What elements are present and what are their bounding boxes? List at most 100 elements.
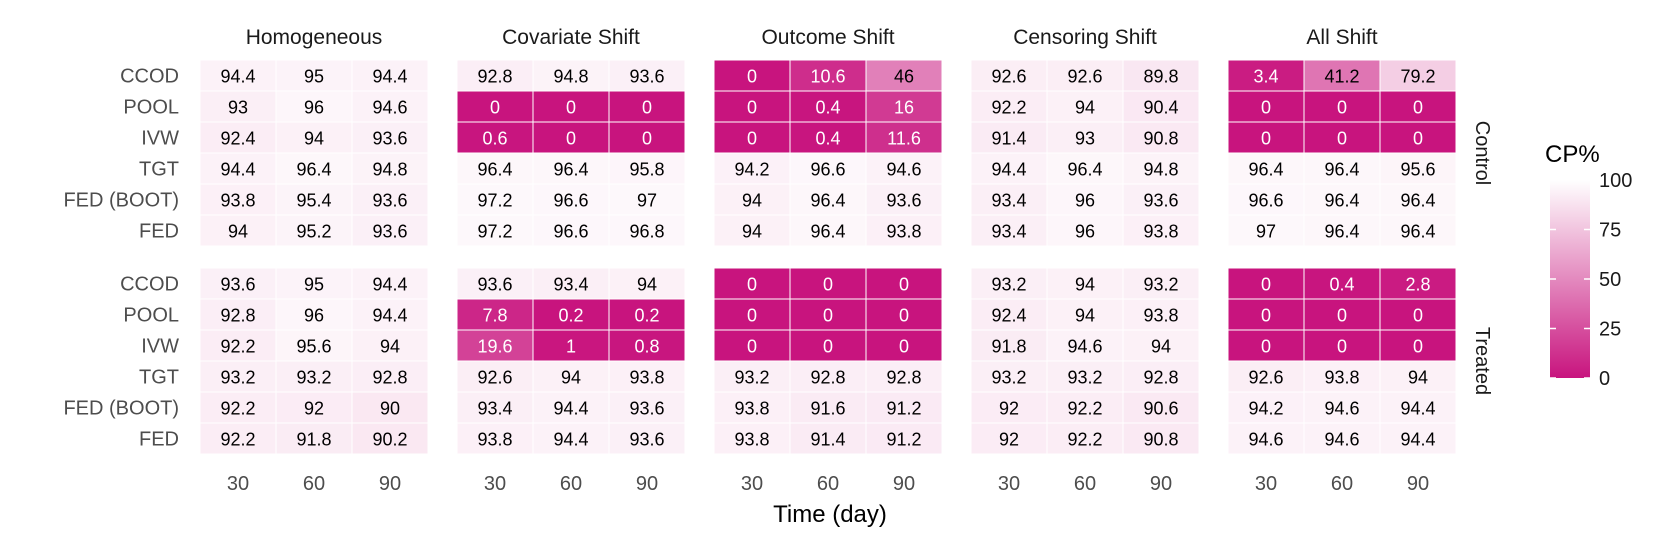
cell-control-covariate-shift-pool-90-label: 0 — [642, 98, 652, 118]
cell-control-covariate-shift-ivw-30-label: 0.6 — [482, 129, 507, 149]
cell-control-covariate-shift-fed-90 — [608, 214, 686, 247]
cell-treated-outcome-shift-ivw-60 — [789, 329, 867, 362]
cell-treated-covariate-shift-fed-60-label: 94.4 — [553, 430, 588, 450]
cell-control-covariate-shift-pool-30-label: 0 — [490, 98, 500, 118]
cell-control-all-shift-tgt-30-label: 96.4 — [1248, 160, 1283, 180]
cell-treated-all-shift-ivw-60-label: 0 — [1337, 337, 1347, 357]
cell-treated-homogeneous-tgt-90 — [351, 360, 429, 393]
cell-treated-outcome-shift-fed-90 — [865, 422, 943, 455]
cell-control-covariate-shift-fed-30 — [456, 214, 534, 247]
x-tick-covariate-shift-30: 30 — [484, 473, 506, 495]
cell-treated-censoring-shift-fed-90-label: 90.8 — [1143, 430, 1178, 450]
cell-control-all-shift-fed-boot-30 — [1227, 183, 1305, 216]
cell-control-homogeneous-fed-boot-90-label: 93.6 — [372, 191, 407, 211]
cell-control-censoring-shift-fed-30 — [970, 214, 1048, 247]
cell-treated-covariate-shift-fed-90 — [608, 422, 686, 455]
cell-control-homogeneous-ivw-30-label: 92.4 — [220, 129, 255, 149]
cell-treated-all-shift-fed-90 — [1379, 422, 1457, 455]
row-label-treated-tgt: TGT — [139, 367, 179, 389]
cell-control-homogeneous-ccod-60-label: 95 — [304, 67, 324, 87]
cell-treated-censoring-shift-ivw-90-label: 94 — [1151, 337, 1171, 357]
cell-control-covariate-shift-tgt-90-label: 95.8 — [629, 160, 664, 180]
cell-treated-outcome-shift-tgt-90 — [865, 360, 943, 393]
cell-control-homogeneous-fed-90 — [351, 214, 429, 247]
panel-titles: Homogeneous Covariate Shift Outcome Shift C… — [246, 26, 1378, 49]
cell-treated-all-shift-ivw-30-label: 0 — [1261, 337, 1271, 357]
legend-tick-label-100: 100 — [1599, 170, 1632, 192]
cell-control-all-shift-ivw-30 — [1227, 121, 1305, 154]
cell-treated-homogeneous-ivw-60-label: 95.6 — [296, 337, 331, 357]
x-axis-title: Time (day) — [773, 501, 887, 528]
cell-control-covariate-shift-fed-boot-60-label: 96.6 — [553, 191, 588, 211]
cell-treated-homogeneous-ccod-30-label: 93.6 — [220, 275, 255, 295]
cell-control-outcome-shift-fed-boot-30 — [713, 183, 791, 216]
cell-treated-outcome-shift-ccod-90-label: 0 — [899, 275, 909, 295]
cell-control-outcome-shift-ivw-90 — [865, 121, 943, 154]
cell-control-censoring-shift-fed-30-label: 93.4 — [991, 222, 1026, 242]
cell-control-censoring-shift-ccod-30 — [970, 59, 1048, 92]
row-label-treated-fed: FED — [139, 429, 179, 451]
cell-control-all-shift-fed-60-label: 96.4 — [1324, 222, 1359, 242]
cell-treated-outcome-shift-pool-90 — [865, 298, 943, 331]
cell-treated-covariate-shift-fed-boot-30 — [456, 391, 534, 424]
cell-control-all-shift-ivw-60-label: 0 — [1337, 129, 1347, 149]
cell-treated-censoring-shift-fed-30-label: 92 — [999, 430, 1019, 450]
cell-treated-outcome-shift-fed-30-label: 93.8 — [734, 430, 769, 450]
x-tick-outcome-shift-90: 90 — [893, 473, 915, 495]
cell-treated-censoring-shift-ivw-60 — [1046, 329, 1124, 362]
cell-treated-outcome-shift-ivw-90-label: 0 — [899, 337, 909, 357]
cell-control-censoring-shift-ivw-30 — [970, 121, 1048, 154]
cell-treated-all-shift-fed-90-label: 94.4 — [1400, 430, 1435, 450]
cell-treated-all-shift-pool-90 — [1379, 298, 1457, 331]
cell-control-homogeneous-ccod-30-label: 94.4 — [220, 67, 255, 87]
cell-treated-censoring-shift-fed-boot-60-label: 92.2 — [1067, 399, 1102, 419]
cell-treated-all-shift-tgt-60-label: 93.8 — [1324, 368, 1359, 388]
cell-treated-covariate-shift-ccod-60 — [532, 267, 610, 300]
cell-treated-homogeneous-fed-30-label: 92.2 — [220, 430, 255, 450]
strip-label-treated: Treated — [1471, 327, 1493, 395]
cell-control-all-shift-ccod-90-label: 79.2 — [1400, 67, 1435, 87]
cell-treated-all-shift-fed-60 — [1303, 422, 1381, 455]
legend-title: CP% — [1545, 141, 1600, 168]
cell-treated-all-shift-ccod-90 — [1379, 267, 1457, 300]
cell-control-homogeneous-pool-60-label: 96 — [304, 98, 324, 118]
cell-control-covariate-shift-ccod-30-label: 92.8 — [477, 67, 512, 87]
panel-title-homogeneous: Homogeneous — [246, 26, 383, 49]
row-label-control-tgt: TGT — [139, 159, 179, 181]
cell-control-all-shift-ccod-90 — [1379, 59, 1457, 92]
cell-treated-censoring-shift-fed-boot-90-label: 90.6 — [1143, 399, 1178, 419]
cell-treated-homogeneous-ivw-90 — [351, 329, 429, 362]
cell-treated-all-shift-pool-30-label: 0 — [1261, 306, 1271, 326]
cell-control-covariate-shift-pool-30 — [456, 90, 534, 123]
cell-control-covariate-shift-ccod-90 — [608, 59, 686, 92]
row-label-control-ivw: IVW — [141, 128, 179, 150]
cell-control-outcome-shift-fed-30-label: 94 — [742, 222, 762, 242]
cell-treated-all-shift-tgt-60 — [1303, 360, 1381, 393]
cell-treated-homogeneous-fed-60-label: 91.8 — [296, 430, 331, 450]
cell-control-outcome-shift-tgt-30 — [713, 152, 791, 185]
cell-treated-censoring-shift-fed-30 — [970, 422, 1048, 455]
cell-control-homogeneous-tgt-30-label: 94.4 — [220, 160, 255, 180]
cell-control-outcome-shift-tgt-60 — [789, 152, 867, 185]
cell-treated-censoring-shift-ccod-90 — [1122, 267, 1200, 300]
cell-control-outcome-shift-fed-60 — [789, 214, 867, 247]
cell-treated-homogeneous-fed-60 — [275, 422, 353, 455]
group-strip-labels: Control Treated — [1471, 121, 1493, 395]
cell-control-covariate-shift-fed-boot-90-label: 97 — [637, 191, 657, 211]
cell-control-covariate-shift-fed-60-label: 96.6 — [553, 222, 588, 242]
cell-treated-covariate-shift-tgt-30 — [456, 360, 534, 393]
cell-control-censoring-shift-tgt-30 — [970, 152, 1048, 185]
cell-treated-censoring-shift-pool-90-label: 93.8 — [1143, 306, 1178, 326]
cell-control-outcome-shift-fed-boot-60 — [789, 183, 867, 216]
cell-treated-outcome-shift-ivw-60-label: 0 — [823, 337, 833, 357]
cell-treated-censoring-shift-tgt-30-label: 93.2 — [991, 368, 1026, 388]
cell-control-outcome-shift-fed-boot-90 — [865, 183, 943, 216]
cell-treated-outcome-shift-ccod-30 — [713, 267, 791, 300]
cell-treated-homogeneous-fed-90-label: 90.2 — [372, 430, 407, 450]
heatmap-cells: 94.4 95 94.4 93 96 94.6 92.4 94 93.6 94.4 96.4 94.8… — [199, 59, 1457, 455]
cell-treated-covariate-shift-pool-60 — [532, 298, 610, 331]
cell-control-censoring-shift-ccod-60 — [1046, 59, 1124, 92]
cell-control-all-shift-fed-90 — [1379, 214, 1457, 247]
cell-treated-covariate-shift-ivw-60 — [532, 329, 610, 362]
cell-treated-homogeneous-fed-boot-30-label: 92.2 — [220, 399, 255, 419]
